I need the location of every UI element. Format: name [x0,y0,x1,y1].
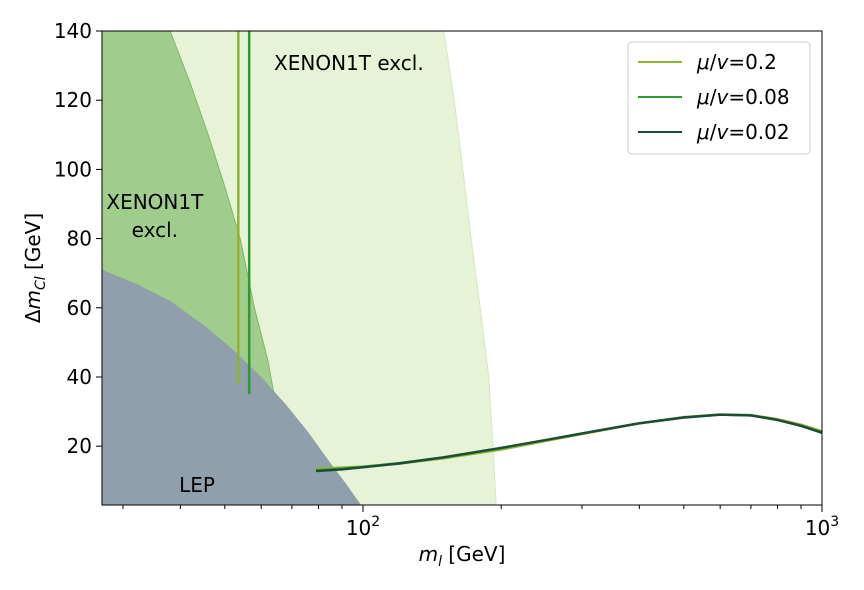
legend-box [627,41,811,155]
x-tick-label-base: 10 [346,516,371,540]
legend-label-1: μ/v=0.2 [696,50,777,74]
legend-v: v [716,85,729,109]
legend-mu: μ [696,85,710,109]
x-tick-label: 102 [346,514,380,540]
series-line-3 [315,413,822,473]
y-tick-label: 100 [54,157,92,181]
y-tick-label: 140 [54,19,92,43]
legend-slash: / [710,85,717,109]
x-tick-label: 103 [805,514,839,540]
legend-slash: / [710,50,717,74]
y-tick-label: 60 [67,296,92,320]
legend-mu: μ [696,50,710,74]
x-tick-label-base: 10 [805,516,830,540]
plot-frame [101,30,823,506]
annotation-xenon1t-light: XENON1T excl. [274,51,424,75]
y-tick-label: 40 [67,365,92,389]
annotation-xenon1t-dark-line1: XENON1T [106,190,204,214]
legend-v: v [716,50,729,74]
legend-mu: μ [696,120,710,144]
x-axis-label: ml [GeV] [419,542,506,570]
annotation-lep: LEP [179,473,215,497]
y-tick-label: 80 [67,227,92,251]
y-tick-label: 120 [54,88,92,112]
x-tick-label-exponent: 3 [830,514,839,530]
legend: μ/v=0.2μ/v=0.08μ/v=0.02 [627,41,811,155]
legend-value: =0.2 [728,50,777,74]
legend-value: =0.08 [728,85,789,109]
legend-v: v [716,120,729,144]
y-tick-label: 20 [67,434,92,458]
legend-value: =0.02 [728,120,789,144]
legend-slash: / [710,120,717,144]
y-axis-label: ΔmCl [GeV] [21,213,49,323]
legend-label-2: μ/v=0.08 [696,85,790,109]
legend-label-3: μ/v=0.02 [696,120,790,144]
x-tick-label-exponent: 2 [371,514,380,530]
region-lep-exclusion [102,269,361,505]
annotation-xenon1t-dark-line2: excl. [132,218,178,242]
